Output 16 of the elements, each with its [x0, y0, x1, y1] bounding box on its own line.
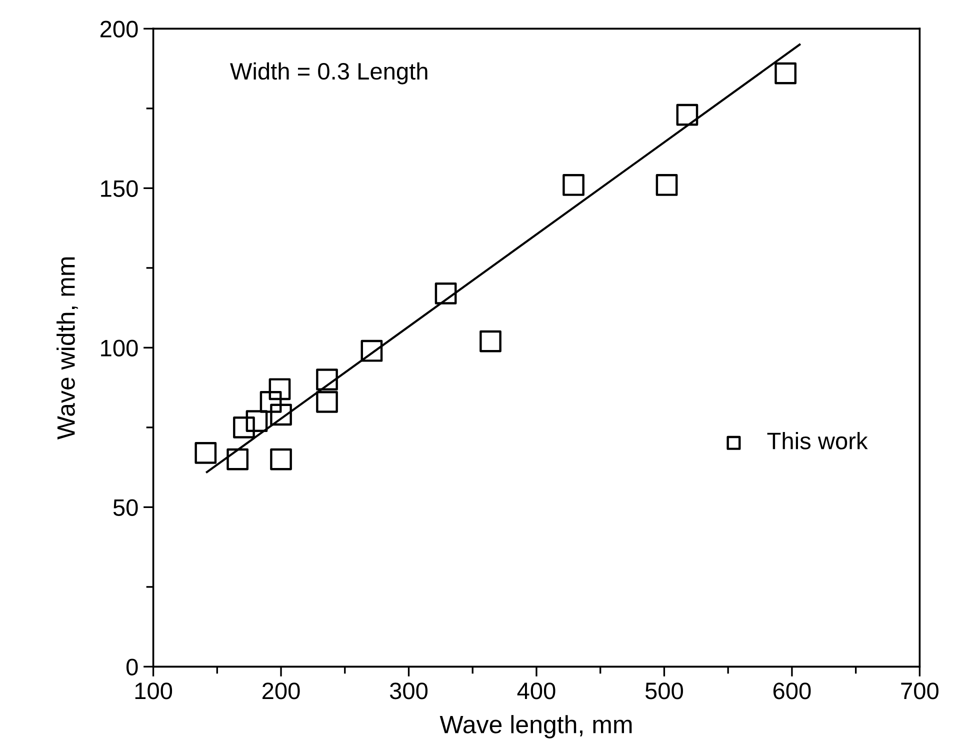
y-tick-label: 150 — [101, 180, 138, 197]
legend-label: This work — [767, 432, 868, 450]
x-axis-title: Wave length, mm — [440, 715, 632, 738]
x-tick-label: 300 — [390, 682, 428, 700]
x-tick-label: 500 — [645, 682, 683, 700]
annotation: Width = 0.3 Length — [230, 62, 428, 84]
x-tick-label: 700 — [901, 682, 938, 700]
y-tick-label: 0 — [126, 658, 138, 676]
y-tick-label: 200 — [100, 20, 138, 38]
y-tick-label: 50 — [113, 499, 138, 516]
x-tick-label: 600 — [773, 682, 811, 700]
y-tick-label: 100 — [101, 340, 138, 356]
x-tick-label: 200 — [262, 682, 300, 700]
x-tick-label: 100 — [135, 682, 172, 700]
x-tick-label: 400 — [517, 682, 556, 700]
y-axis-title: Wave width, mm — [56, 257, 78, 440]
